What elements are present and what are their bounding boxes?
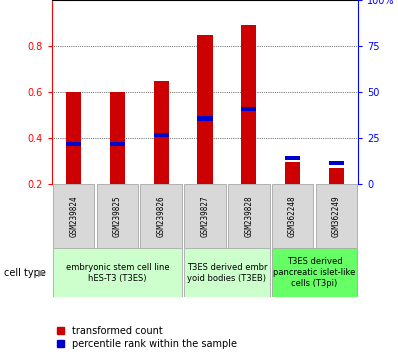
Bar xyxy=(241,25,256,184)
Bar xyxy=(140,184,182,248)
Bar xyxy=(272,248,357,297)
Bar xyxy=(154,80,169,184)
Bar xyxy=(316,184,357,248)
Text: GSM362248: GSM362248 xyxy=(288,195,297,237)
Bar xyxy=(184,248,269,297)
Text: GSM239825: GSM239825 xyxy=(113,195,122,237)
Bar xyxy=(285,162,300,184)
Bar xyxy=(154,132,169,137)
Text: GSM239828: GSM239828 xyxy=(244,195,253,237)
Text: embryonic stem cell line
hES-T3 (T3ES): embryonic stem cell line hES-T3 (T3ES) xyxy=(66,263,169,282)
Bar xyxy=(66,92,81,184)
Bar xyxy=(53,248,182,297)
Bar xyxy=(110,92,125,184)
Bar xyxy=(329,161,344,165)
Bar xyxy=(184,184,226,248)
Bar xyxy=(285,155,300,160)
Text: T3ES derived
pancreatic islet-like
cells (T3pi): T3ES derived pancreatic islet-like cells… xyxy=(273,257,355,288)
Text: GSM239824: GSM239824 xyxy=(69,195,78,237)
Bar xyxy=(110,142,125,146)
Bar xyxy=(241,107,256,112)
Bar xyxy=(272,184,313,248)
Bar xyxy=(197,116,213,121)
Bar xyxy=(228,184,269,248)
Text: cell type: cell type xyxy=(4,268,46,278)
Text: ▶: ▶ xyxy=(38,268,45,278)
Bar xyxy=(329,168,344,184)
Text: GSM239827: GSM239827 xyxy=(201,195,209,237)
Bar xyxy=(197,34,213,184)
Text: GSM362249: GSM362249 xyxy=(332,195,341,237)
Text: GSM239826: GSM239826 xyxy=(157,195,166,237)
Bar xyxy=(53,184,94,248)
Bar xyxy=(97,184,138,248)
Bar xyxy=(66,142,81,146)
Legend: transformed count, percentile rank within the sample: transformed count, percentile rank withi… xyxy=(57,326,237,349)
Text: T3ES derived embr
yoid bodies (T3EB): T3ES derived embr yoid bodies (T3EB) xyxy=(187,263,267,282)
